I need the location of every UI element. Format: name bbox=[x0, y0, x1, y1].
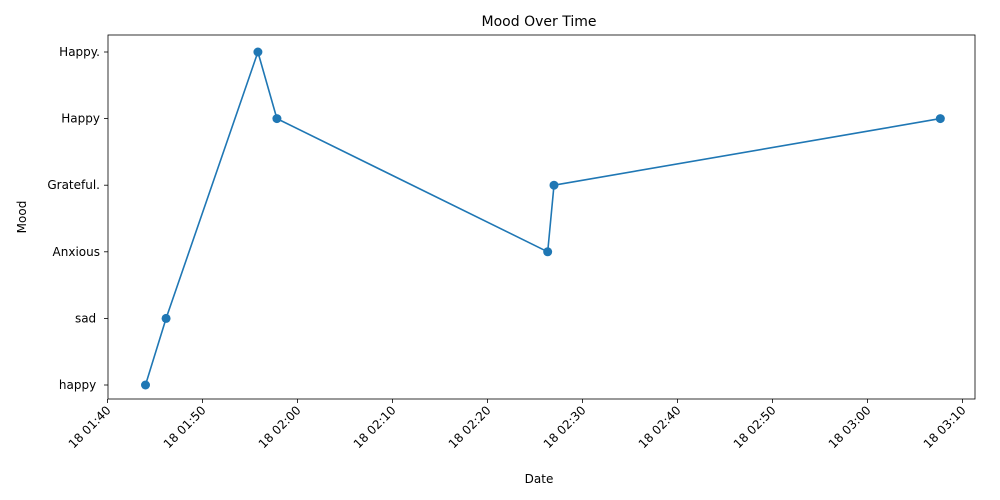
axes-frame bbox=[107, 34, 976, 400]
data-point bbox=[141, 380, 150, 390]
data-point bbox=[935, 114, 945, 124]
plot-area bbox=[141, 47, 945, 390]
y-tick-label: happy bbox=[55, 378, 100, 392]
y-axis: happy sad Anxious Grateful. Happy Happy. bbox=[47, 45, 108, 392]
data-point bbox=[272, 114, 282, 124]
y-tick-label: Anxious bbox=[53, 245, 100, 259]
chart-title: Mood Over Time bbox=[482, 14, 597, 30]
x-axis-label: Date bbox=[525, 472, 554, 486]
y-tick-label: Happy bbox=[61, 112, 100, 126]
y-tick-label: Grateful. bbox=[47, 178, 100, 192]
data-point bbox=[253, 47, 263, 57]
data-point bbox=[161, 313, 171, 323]
y-tick-label: Happy. bbox=[59, 45, 100, 59]
data-point bbox=[549, 180, 559, 190]
data-point bbox=[543, 247, 553, 257]
y-axis-label: Mood bbox=[15, 201, 29, 234]
y-tick-label: sad bbox=[71, 311, 100, 325]
